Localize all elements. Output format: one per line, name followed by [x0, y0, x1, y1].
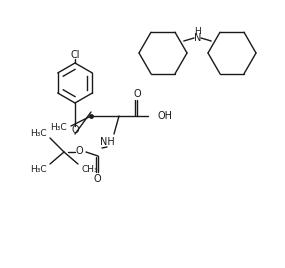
- Text: H: H: [194, 28, 201, 36]
- Text: H₃C: H₃C: [50, 124, 66, 132]
- Text: Cl: Cl: [70, 50, 80, 60]
- Text: CH₃: CH₃: [82, 165, 98, 173]
- Text: OH: OH: [157, 111, 172, 121]
- Text: O: O: [93, 174, 101, 184]
- Text: O: O: [71, 125, 79, 135]
- Text: H₃C: H₃C: [30, 165, 46, 173]
- Text: O: O: [75, 146, 83, 156]
- Text: H₃C: H₃C: [30, 128, 46, 137]
- Text: N: N: [194, 33, 201, 43]
- Text: O: O: [133, 89, 141, 99]
- Text: NH: NH: [100, 137, 114, 147]
